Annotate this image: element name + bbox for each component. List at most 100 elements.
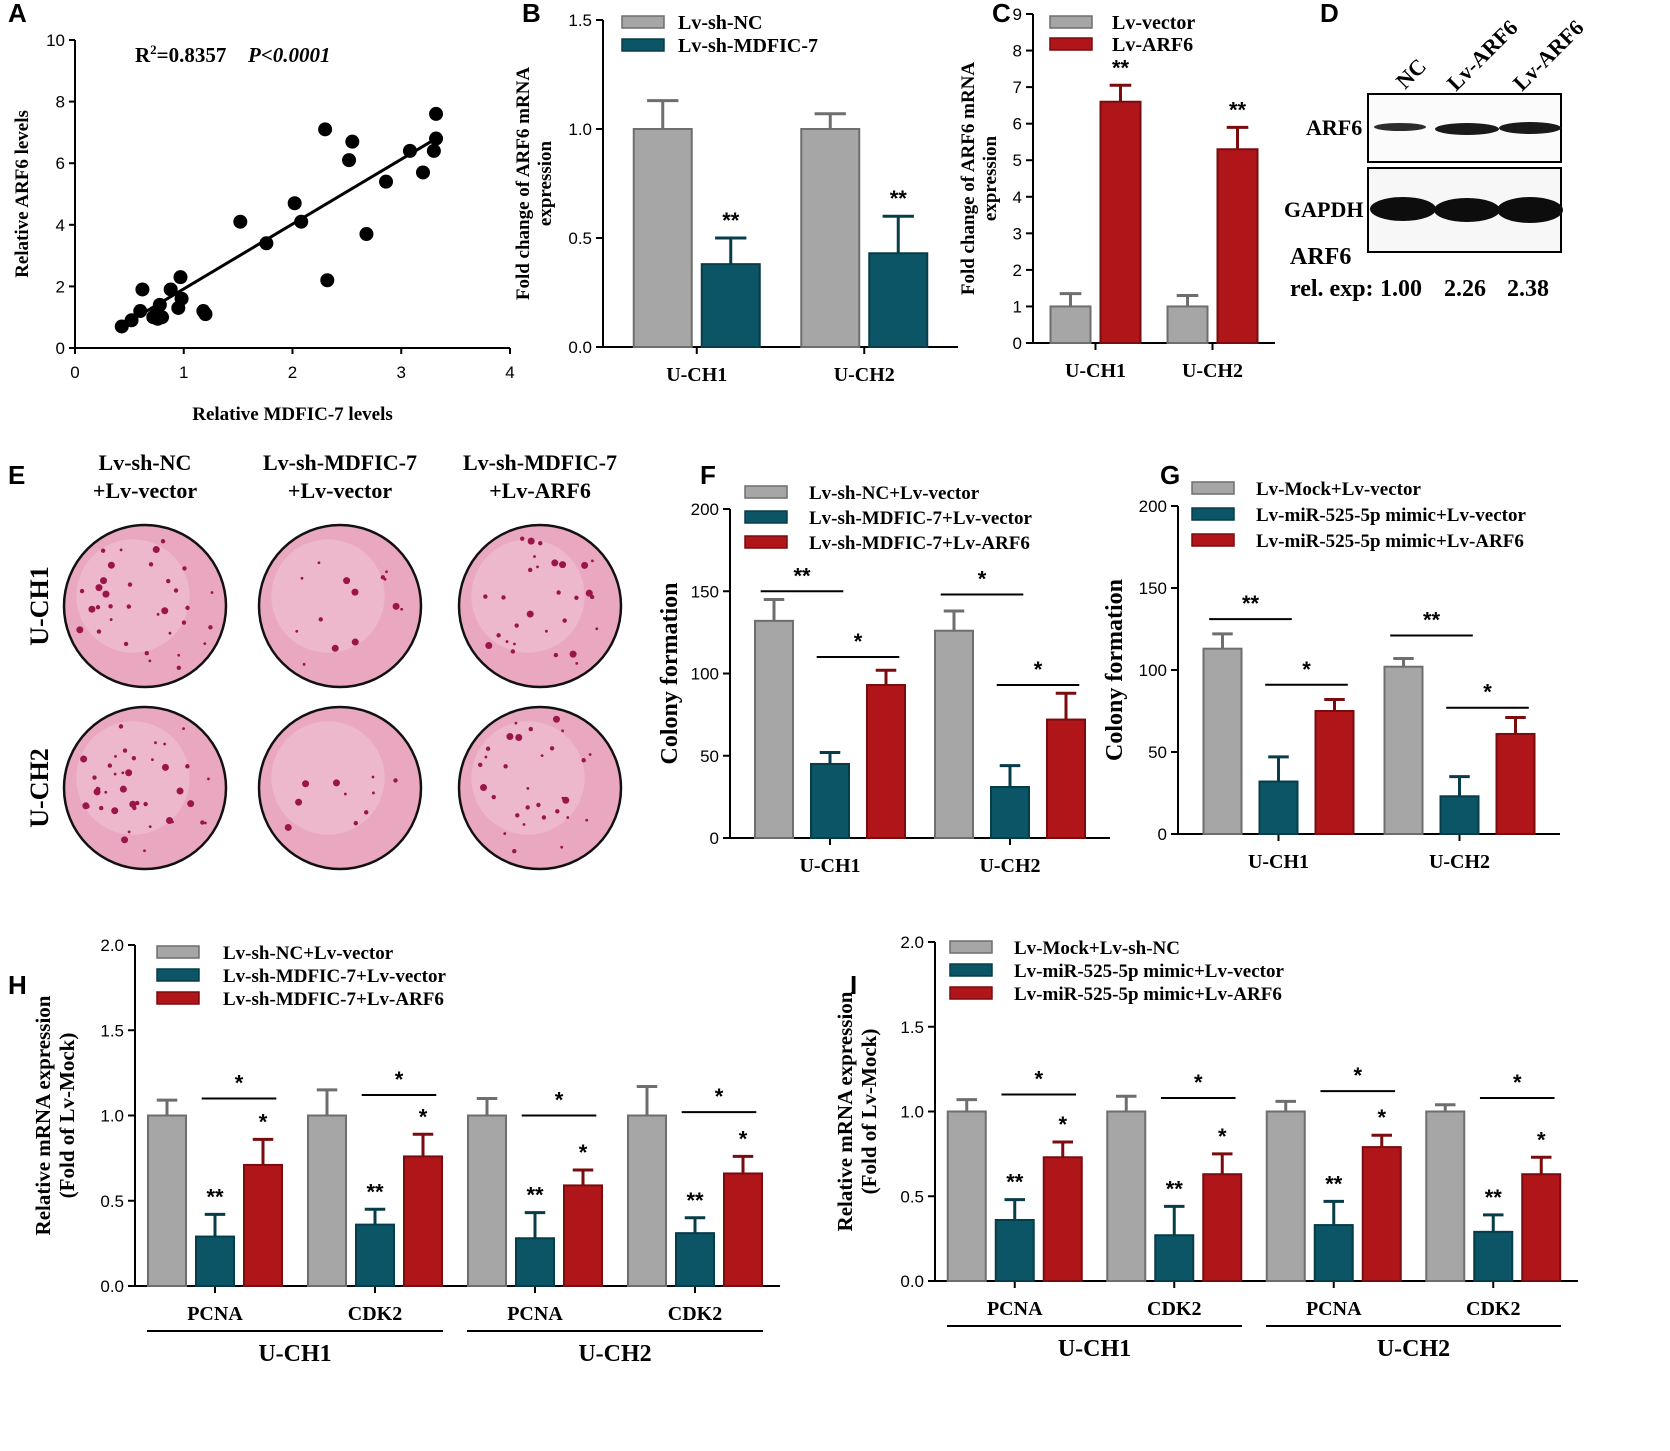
colony <box>501 595 506 600</box>
group-label: U-CH2 <box>578 1341 651 1367</box>
scatter-point <box>416 165 430 180</box>
colony <box>515 813 520 818</box>
colony <box>566 816 570 819</box>
colony <box>574 595 579 601</box>
plate-row-label-uch2: U-CH2 <box>25 748 54 827</box>
colony <box>536 802 541 808</box>
colony <box>107 561 115 569</box>
plate-highlight <box>271 539 385 653</box>
colony <box>526 787 530 790</box>
colony <box>185 605 190 611</box>
significance-mark: ** <box>1325 1171 1343 1196</box>
colony <box>122 748 128 753</box>
legend-swatch <box>744 485 788 499</box>
colony <box>123 641 129 647</box>
plate-col-1-line-2: +Lv-vector <box>93 478 197 503</box>
y-tick-label: 8 <box>56 93 65 112</box>
bar <box>1202 647 1243 835</box>
y-tick-label: 0.0 <box>568 338 592 357</box>
colony <box>100 548 106 553</box>
significance-mark: * <box>739 1126 748 1151</box>
legend-swatch <box>949 940 993 954</box>
bar <box>195 1235 235 1288</box>
bar <box>467 1114 507 1287</box>
bar <box>1042 1156 1083 1283</box>
plate-col-2-line-1: Lv-sh-MDFIC-7 <box>263 450 417 475</box>
bar <box>1383 665 1424 835</box>
colony <box>200 820 205 825</box>
colony <box>143 849 146 853</box>
colony <box>483 594 488 599</box>
bar <box>1258 780 1299 836</box>
category-label: U-CH2 <box>979 855 1040 877</box>
colony <box>522 823 526 826</box>
bracket-label: * <box>1483 680 1492 705</box>
scatter-point <box>163 282 178 297</box>
bar <box>1099 100 1142 344</box>
legend-swatch <box>744 535 788 549</box>
colony <box>203 642 207 646</box>
p-value-label: P<0.0001 <box>247 43 331 67</box>
colony <box>561 796 565 800</box>
colony <box>168 631 172 635</box>
scatter-point <box>294 214 309 229</box>
bar-chart-b: 0.0 0.5 1.0 1.5 Fold change of ARF6 mRNA expr… <box>513 11 958 386</box>
bar <box>1106 1110 1147 1282</box>
colony <box>176 665 182 671</box>
colony <box>118 724 124 729</box>
plate-col-3-line-2: +Lv-ARF6 <box>489 478 591 503</box>
colony <box>552 715 560 723</box>
significance-mark: ** <box>1112 55 1130 80</box>
bar <box>868 252 929 348</box>
colony <box>302 780 310 788</box>
legend-swatch <box>156 991 200 1005</box>
bar <box>946 1110 987 1282</box>
rel-exp-value-3: 2.38 <box>1507 276 1549 302</box>
panel-letter-f: F <box>700 460 716 490</box>
y-tick-label: 0.5 <box>568 229 592 248</box>
colony <box>569 650 577 658</box>
plate-row-label-uch1: U-CH1 <box>25 566 54 645</box>
rel-exp-value-2: 2.26 <box>1444 276 1486 302</box>
colony <box>284 823 292 831</box>
x-tick-label: 2 <box>288 363 297 382</box>
legend-label: Lv-sh-MDFIC-7+Lv-vector <box>809 508 1033 529</box>
significance-mark: ** <box>686 1188 704 1213</box>
colony <box>161 763 169 771</box>
x-tick-label: 1 <box>179 363 188 382</box>
category-label: U-CH1 <box>799 855 860 877</box>
colony <box>513 642 516 646</box>
colony <box>575 661 579 665</box>
bar <box>147 1114 187 1287</box>
legend-label: Lv-sh-MDFIC-7 <box>678 35 818 57</box>
colony <box>496 633 501 638</box>
scatter-point <box>174 291 189 306</box>
legend-swatch <box>1191 481 1235 495</box>
y-tick-label: 1.5 <box>100 1021 124 1040</box>
y-tick-label: 6 <box>56 154 65 173</box>
colony <box>182 566 187 571</box>
group-label: U-CH1 <box>258 1341 331 1367</box>
colony <box>353 820 359 826</box>
colony <box>182 727 185 730</box>
colony <box>585 589 593 597</box>
bar <box>754 619 794 839</box>
colony <box>107 763 113 768</box>
colony <box>99 805 104 811</box>
category-label: U-CH1 <box>1065 360 1126 382</box>
legend-label: Lv-ARF6 <box>1112 34 1193 56</box>
band-arf6-lane3 <box>1499 122 1561 134</box>
y-tick-label: 2.0 <box>900 933 924 952</box>
plate-col-3-line-1: Lv-sh-MDFIC-7 <box>463 450 617 475</box>
y-tick-label: 1.0 <box>568 120 592 139</box>
colony <box>121 771 125 775</box>
y-tick-label: 1.0 <box>900 1103 924 1122</box>
legend-label: Lv-sh-NC+Lv-vector <box>809 483 980 504</box>
significance-mark: * <box>419 1104 428 1129</box>
colony <box>131 755 137 761</box>
rel-exp-title: ARF6 <box>1290 244 1351 270</box>
lane-label-lv-arf6-2: Lv-ARF6 <box>1508 15 1589 96</box>
y-axis-title: expression <box>535 140 556 226</box>
band-gapdh-nc <box>1370 197 1436 221</box>
